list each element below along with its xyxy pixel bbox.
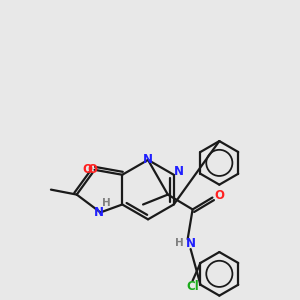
Text: H: H <box>175 238 184 248</box>
Text: N: N <box>143 153 153 167</box>
Text: H: H <box>102 197 111 208</box>
Text: N: N <box>94 206 103 219</box>
Text: O: O <box>88 163 98 176</box>
Text: N: N <box>186 237 196 250</box>
Text: Cl: Cl <box>186 280 199 293</box>
Text: O: O <box>214 189 224 202</box>
Text: O: O <box>82 163 93 176</box>
Text: N: N <box>174 165 184 178</box>
